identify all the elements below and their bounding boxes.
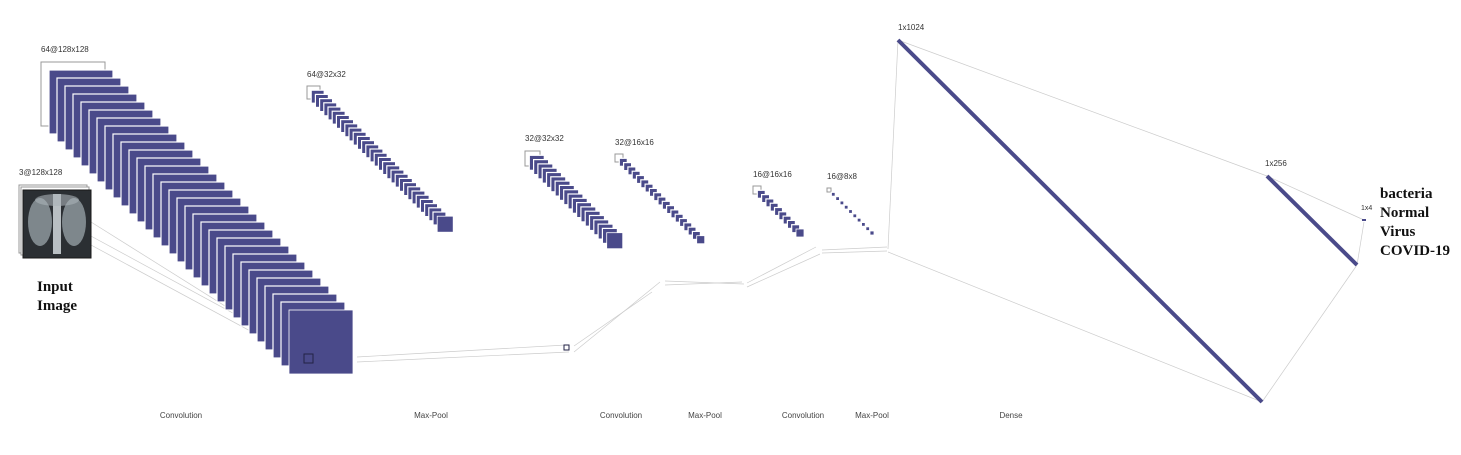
feature-map — [843, 204, 849, 210]
connection-line — [746, 246, 817, 284]
connection-line — [356, 344, 567, 358]
kernel-indicator-2 — [563, 344, 570, 351]
feature-map — [830, 191, 836, 197]
feature-map — [826, 187, 832, 193]
connection-line — [573, 291, 653, 347]
stack-pool1 — [306, 85, 454, 233]
op-label-convolution-2: Convolution — [600, 411, 642, 420]
op-label-maxpool-1: Max-Pool — [414, 411, 448, 420]
input-label-line1: Input — [37, 279, 73, 295]
layer-shape-pool1: 64@32x32 — [307, 70, 346, 79]
feature-map — [856, 217, 862, 223]
feature-map-front — [436, 215, 454, 233]
stack-conv3 — [752, 185, 805, 238]
connection-line — [664, 281, 743, 286]
connection-line — [887, 251, 1263, 403]
connection-lines — [88, 39, 1365, 403]
feature-map-front — [696, 235, 706, 245]
stack-pool2 — [614, 153, 706, 245]
layer-shape-dense1: 1x1024 — [898, 23, 925, 32]
op-label-convolution-3: Convolution — [782, 411, 824, 420]
input-label-line2: Image — [37, 298, 77, 314]
layer-shape-out: 1x4 — [1361, 205, 1372, 212]
connection-line — [664, 280, 745, 285]
feature-map-front — [869, 230, 875, 236]
connection-line — [1356, 221, 1365, 266]
feature-map — [847, 208, 854, 215]
connection-line — [897, 39, 1268, 177]
feature-map — [834, 196, 841, 202]
connection-line — [356, 351, 570, 363]
connection-line — [821, 246, 888, 251]
feature-map — [860, 221, 867, 227]
kernel-indicator — [303, 353, 314, 364]
class-label-covid19: COVID-19 — [1380, 243, 1450, 259]
feature-map — [865, 226, 871, 232]
stack-conv1 — [40, 61, 354, 375]
connection-line — [1261, 264, 1358, 403]
dense-layer-256 — [1265, 174, 1359, 267]
layer-shape-pool3: 16@8x8 — [827, 172, 857, 181]
input-image — [18, 184, 92, 259]
op-label-dense: Dense — [999, 411, 1023, 420]
stack-conv2 — [524, 150, 624, 250]
feature-map-front — [795, 228, 805, 238]
layer-shape-conv2: 32@32x32 — [525, 134, 564, 143]
connection-line — [887, 39, 899, 250]
class-label-virus: Virus — [1380, 224, 1415, 240]
op-label-maxpool-2: Max-Pool — [688, 411, 722, 420]
op-label-maxpool-3: Max-Pool — [855, 411, 889, 420]
feature-map-front — [606, 232, 624, 250]
layer-shape-dense2: 1x256 — [1265, 159, 1287, 168]
layer-shape-conv3: 16@16x16 — [753, 170, 792, 179]
layer-shape-pool2: 32@16x16 — [615, 138, 654, 147]
input-shape-label: 3@128x128 — [19, 168, 63, 177]
feature-map — [852, 213, 858, 219]
op-label-convolution-1: Convolution — [160, 411, 202, 420]
dense-layer-1024 — [896, 38, 1264, 404]
feature-map-front — [288, 309, 354, 375]
feature-map — [839, 200, 845, 206]
connection-line — [821, 250, 888, 254]
stack-pool3 — [826, 187, 875, 236]
layer-shape-conv1: 64@128x128 — [41, 45, 89, 54]
class-label-bacteria: bacteria — [1380, 186, 1433, 202]
connection-line — [746, 253, 821, 288]
class-label-normal: Normal — [1380, 205, 1429, 221]
connection-line — [1266, 175, 1365, 221]
connection-line — [573, 281, 661, 353]
